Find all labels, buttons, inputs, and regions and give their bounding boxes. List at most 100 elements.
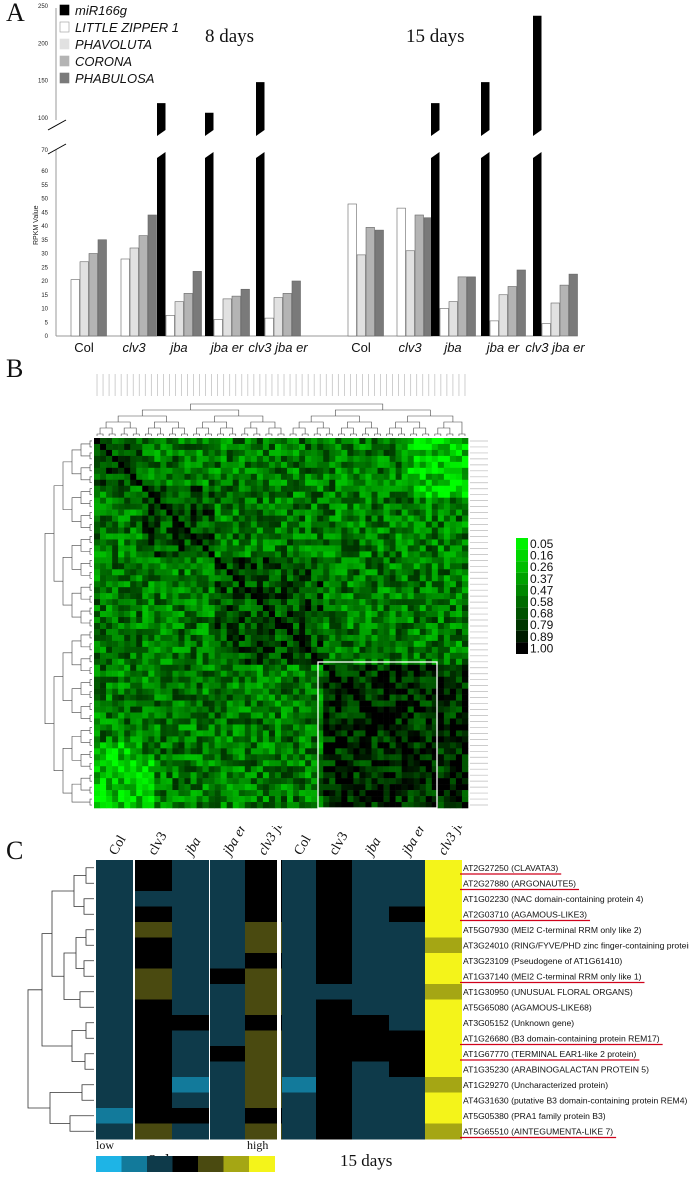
x-tick-label: Col [74, 340, 94, 355]
heatmap-cell [431, 778, 439, 785]
heatmap-cell [100, 640, 107, 648]
heatmap-cell [160, 443, 167, 451]
heatmap-cell [148, 700, 155, 707]
heatmap-cell [106, 443, 113, 451]
heatmap-cell [413, 682, 421, 689]
heatmap-cell [401, 551, 408, 558]
expression-cell [245, 1015, 282, 1031]
heatmap-cell [299, 742, 306, 749]
heatmap-cell [383, 551, 390, 558]
heatmap-cell [268, 760, 276, 767]
heatmap-cell [383, 503, 390, 510]
heatmap-cell [130, 766, 137, 773]
heatmap-cell [317, 766, 324, 773]
heatmap-cell [329, 623, 336, 630]
heatmap-cell [268, 676, 276, 683]
heatmap-cell [226, 479, 234, 487]
heatmap-cell [383, 539, 390, 546]
heatmap-cell [166, 515, 173, 522]
heatmap-cell [359, 796, 366, 803]
expression-cell [135, 953, 172, 969]
heatmap-cell [160, 706, 167, 713]
y-tick-label: 70 [41, 148, 48, 154]
heatmap-cell [281, 515, 288, 522]
heatmap-cell [178, 563, 185, 570]
heatmap-cell [455, 587, 463, 594]
heatmap-cell [136, 569, 143, 576]
heatmap-cell [389, 778, 396, 785]
heatmap-cell [160, 623, 167, 630]
heatmap-cell [335, 473, 342, 481]
heatmap-cell [130, 778, 137, 785]
heatmap-cell [323, 563, 330, 570]
bar-little-zipper-1 [120, 258, 130, 337]
heatmap-cell [274, 754, 282, 761]
heatmap-cell [154, 581, 161, 588]
heatmap-cell [395, 778, 402, 785]
heatmap-cell [281, 623, 288, 630]
heatmap-cell [250, 730, 258, 737]
heatmap-cell [425, 461, 433, 469]
heatmap-cell [202, 628, 209, 636]
heatmap-cell [166, 491, 173, 498]
heatmap-cell [244, 551, 252, 558]
heatmap-cell [317, 617, 324, 624]
heatmap-cell [190, 754, 197, 761]
gene-label: AT3G23109 (Pseudogene of AT1G61410) [463, 956, 622, 966]
heatmap-cell [383, 700, 390, 707]
heatmap-cell [377, 509, 384, 516]
heatmap-cell [166, 784, 173, 791]
heatmap-cell [293, 802, 300, 809]
heatmap-cell [353, 509, 360, 516]
heatmap-cell [250, 515, 258, 522]
heatmap-cell [118, 569, 125, 576]
heatmap-cell [377, 796, 384, 803]
heatmap-cell [395, 461, 402, 469]
heatmap-cell [106, 736, 113, 743]
heatmap-cell [94, 545, 101, 552]
heatmap-cell [172, 646, 179, 654]
heatmap-cell [184, 545, 191, 552]
heatmap-cell [425, 712, 433, 719]
heatmap-cell [232, 575, 240, 582]
heatmap-cell [323, 539, 330, 546]
heatmap-cell [365, 485, 372, 493]
heatmap-cell [443, 623, 451, 630]
heatmap-cell [256, 593, 264, 600]
heatmap-cell [160, 509, 167, 516]
heatmap-cell [341, 617, 348, 624]
heatmap-cell [214, 778, 221, 785]
heatmap-cell [383, 449, 390, 457]
heatmap-cell [154, 461, 161, 469]
heatmap-cell [262, 438, 270, 445]
heatmap-cell [329, 778, 336, 785]
heatmap-cell [136, 694, 143, 701]
expression-cell [352, 922, 389, 938]
title-8-days: 8 days [205, 26, 254, 47]
heatmap-cell [443, 628, 451, 636]
heatmap-cell [94, 467, 101, 475]
heatmap-cell [455, 712, 463, 719]
heatmap-cell [317, 706, 324, 713]
heatmap-cell [262, 802, 270, 809]
heatmap-cell [178, 640, 185, 648]
heatmap-cell [226, 712, 234, 719]
heatmap-cell [461, 628, 469, 636]
heatmap-cell [287, 461, 294, 469]
heatmap-cell [124, 796, 131, 803]
heatmap-cell [118, 575, 125, 582]
heatmap-cell [281, 503, 288, 510]
heatmap-cell [268, 778, 276, 785]
heatmap-cell [256, 724, 264, 731]
heatmap-cell [262, 766, 270, 773]
heatmap-cell [136, 706, 143, 713]
heatmap-cell [232, 438, 240, 445]
heatmap-cell [365, 491, 372, 498]
heatmap-cell [407, 760, 415, 767]
heatmap-cell [136, 497, 143, 504]
heatmap-cell [244, 658, 252, 666]
expression-cell [316, 875, 353, 892]
heatmap-cell [455, 497, 463, 504]
heatmap-cell [299, 617, 306, 624]
heatmap-cell [184, 682, 191, 689]
